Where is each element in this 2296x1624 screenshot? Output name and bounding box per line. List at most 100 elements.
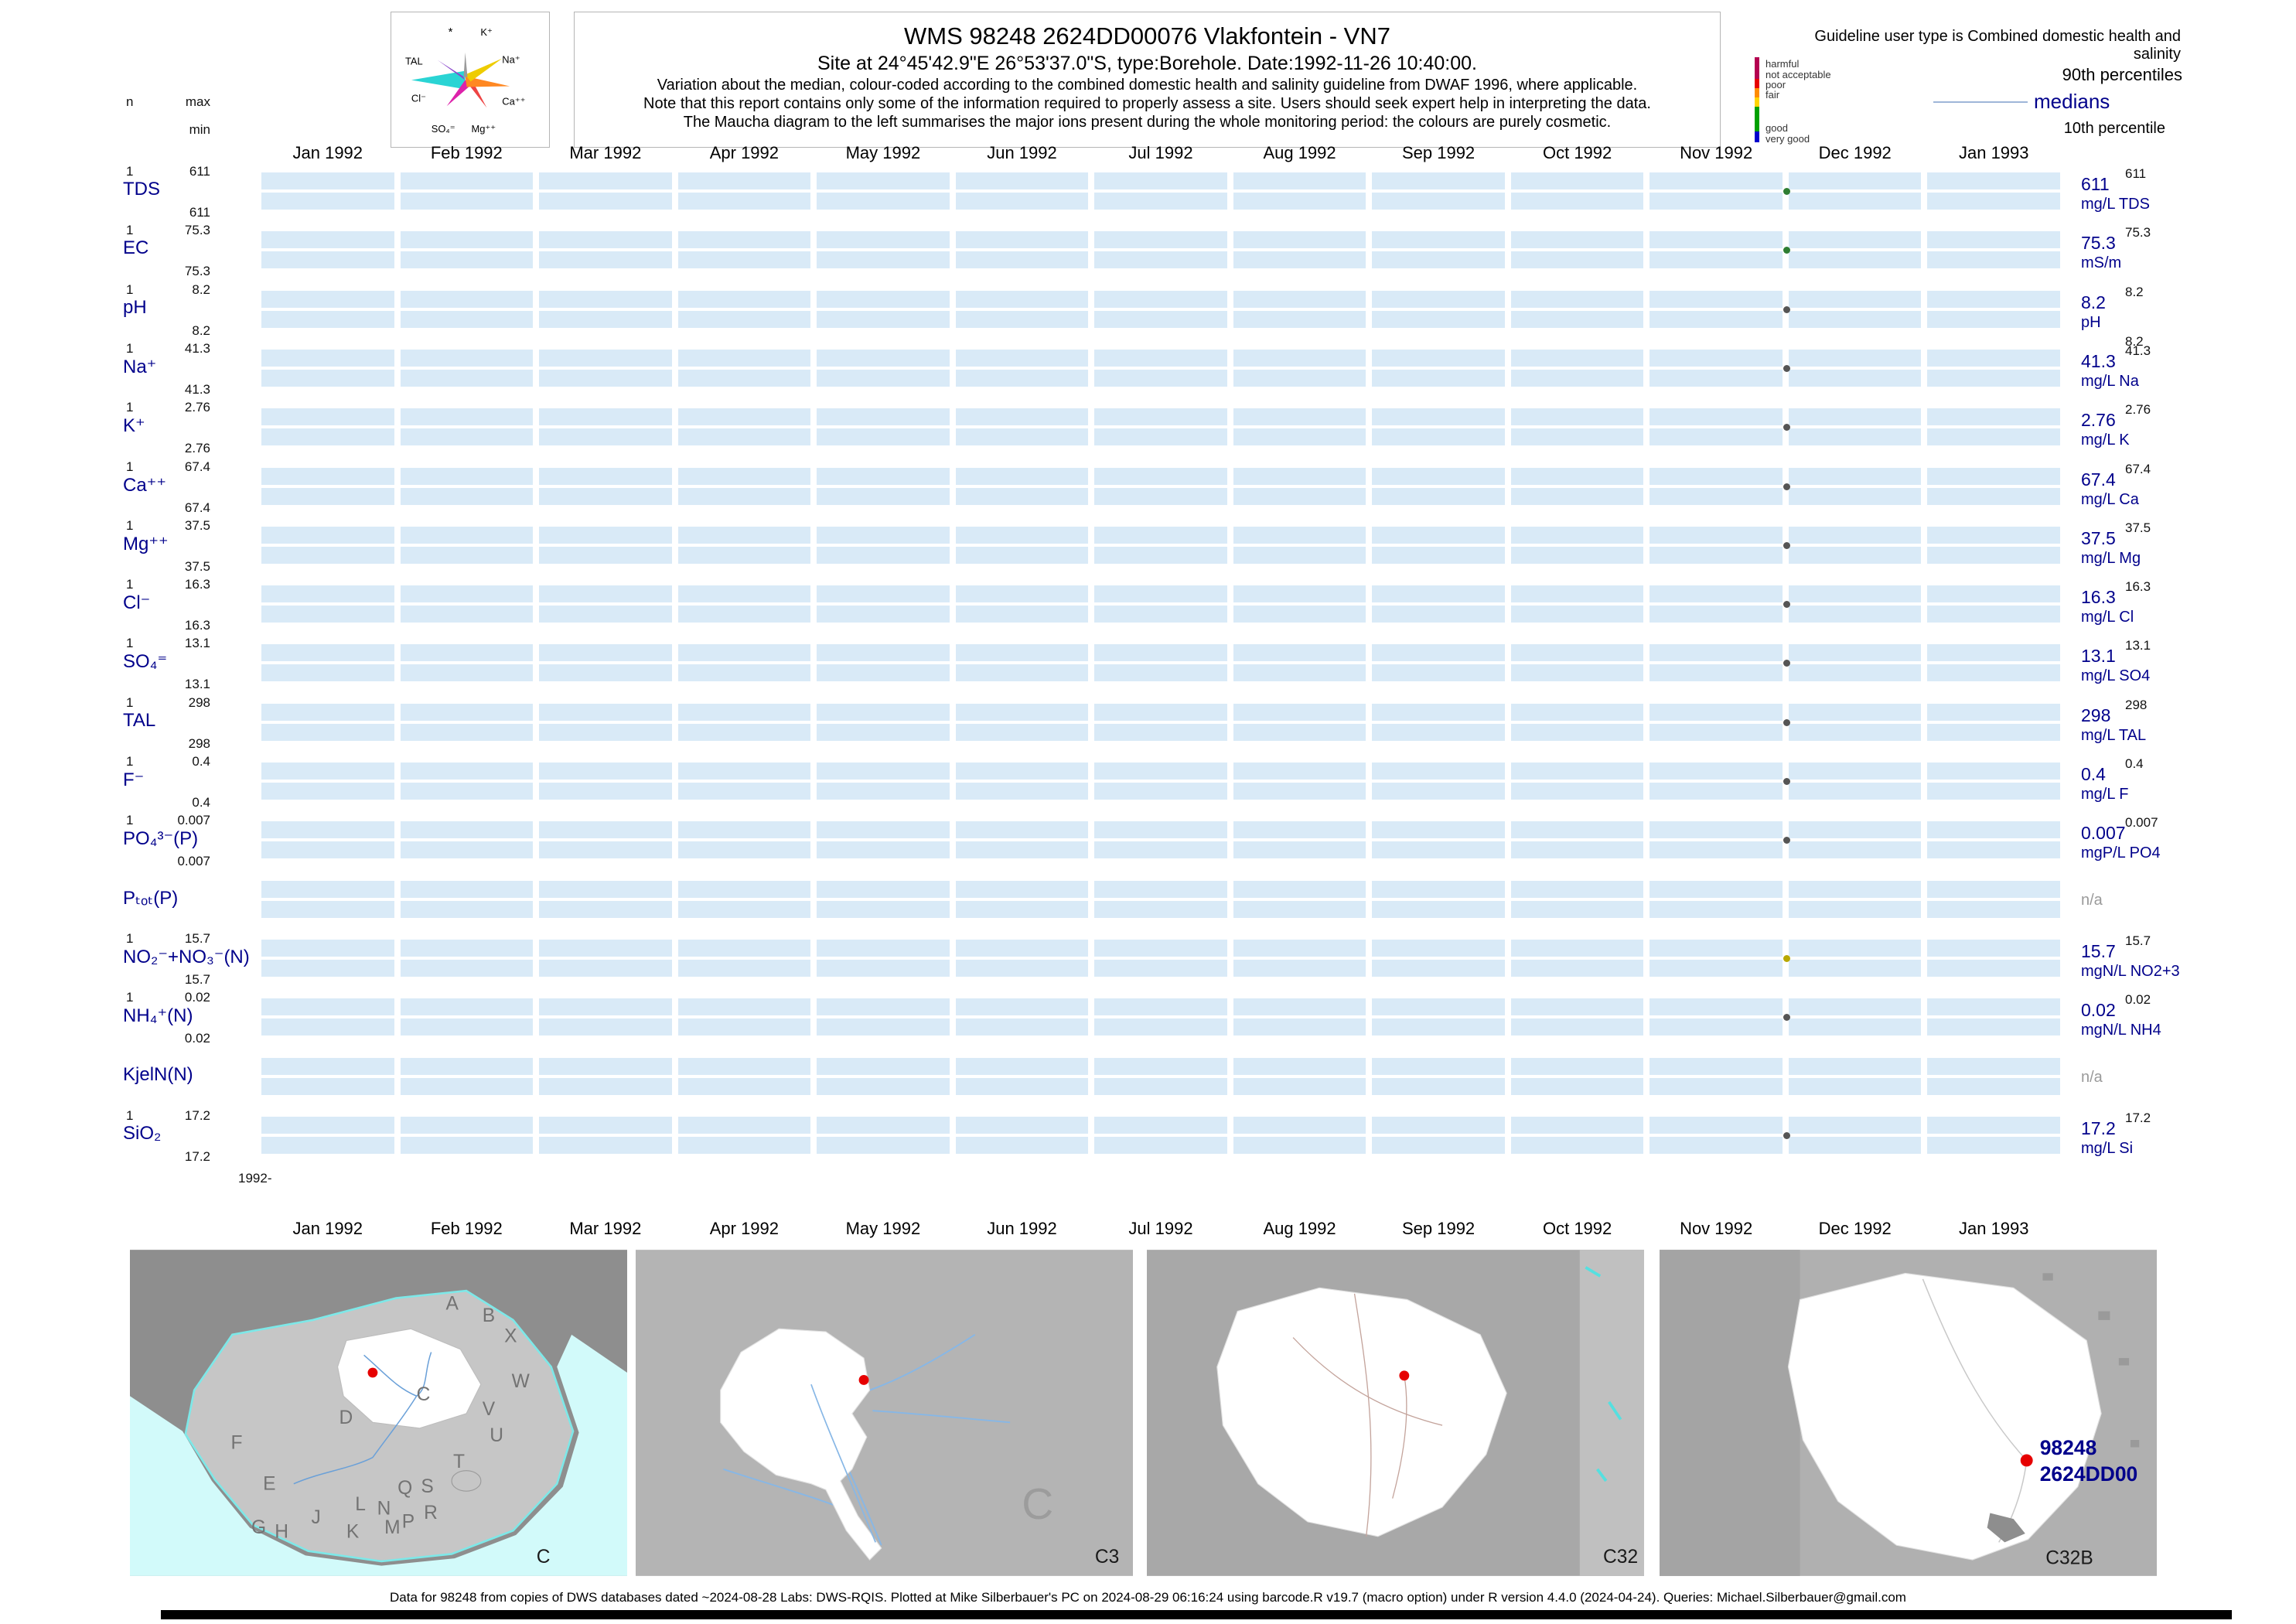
month-band — [1927, 1057, 2060, 1075]
month-band — [400, 841, 534, 859]
month-band — [817, 959, 950, 977]
footer-text: Data for 98248 from copies of DWS databa… — [390, 1590, 1906, 1605]
month-band — [539, 1136, 672, 1154]
month-band — [955, 703, 1089, 721]
month-band — [677, 783, 811, 800]
month-band — [400, 585, 534, 603]
region-letter: T — [453, 1452, 465, 1472]
month-band — [400, 664, 534, 682]
region-letter: J — [312, 1507, 321, 1528]
month-band — [817, 1018, 950, 1036]
p90-value: 8.2 — [2125, 284, 2144, 299]
map-region-c3: C C3 — [636, 1250, 1133, 1576]
month-band — [955, 193, 1089, 210]
median-value: 16.3 — [2081, 587, 2116, 608]
month-band — [677, 546, 811, 564]
data-point — [1783, 364, 1790, 372]
month-band — [261, 369, 394, 387]
unit-label: mgN/L NO2+3 — [2081, 962, 2180, 980]
month-band — [1372, 526, 1505, 544]
month-band — [1233, 310, 1366, 328]
month-band — [817, 783, 950, 800]
month-band — [261, 408, 394, 426]
month-band — [955, 998, 1089, 1016]
month-band — [539, 585, 672, 603]
month-band — [1927, 193, 2060, 210]
map-background-strip — [1660, 1250, 1800, 1576]
month-band — [400, 1116, 534, 1134]
sample-count: 1 — [126, 754, 134, 769]
month-band — [677, 1136, 811, 1154]
axis-header-n: n — [126, 94, 134, 109]
guideline-color-segment — [1755, 107, 1759, 131]
month-band — [955, 939, 1089, 957]
month-label-top: Jun 1992 — [987, 143, 1057, 162]
unit-label: mg/L TAL — [2081, 726, 2147, 744]
month-band — [261, 172, 394, 189]
month-band — [1094, 467, 1227, 485]
month-band — [955, 900, 1089, 918]
median-value: 75.3 — [2081, 233, 2116, 254]
month-band — [677, 939, 811, 957]
station-id-label: 98248 — [2040, 1436, 2097, 1459]
month-band — [1650, 487, 1783, 505]
month-band — [1650, 900, 1783, 918]
month-band — [1927, 959, 2060, 977]
month-band — [400, 821, 534, 839]
guideline-class-label: not acceptable — [1765, 69, 1831, 80]
month-band — [1788, 1136, 1922, 1154]
p10-legend-label: 10th percentile — [2063, 120, 2165, 137]
sample-count: 1 — [126, 577, 134, 592]
p90-value: 0.007 — [2125, 815, 2158, 831]
month-band — [1510, 900, 1644, 918]
p90-value: 75.3 — [2125, 225, 2151, 241]
month-band — [539, 1116, 672, 1134]
month-band — [400, 251, 534, 269]
month-band — [1372, 310, 1505, 328]
month-band — [1927, 644, 2060, 662]
max-value: 0.02 — [184, 990, 210, 1005]
month-band — [1927, 900, 2060, 918]
month-band — [1510, 546, 1644, 564]
month-band — [539, 998, 672, 1016]
month-band — [261, 526, 394, 544]
month-band — [817, 408, 950, 426]
month-band — [1372, 290, 1505, 308]
sample-count: 1 — [126, 813, 134, 828]
month-band — [261, 664, 394, 682]
month-band — [817, 546, 950, 564]
month-band — [955, 349, 1089, 367]
month-band — [955, 369, 1089, 387]
maucha-arm-k — [463, 52, 468, 77]
month-band — [1094, 1077, 1227, 1095]
month-band — [817, 231, 950, 249]
data-point — [1783, 541, 1790, 549]
min-value: 0.02 — [184, 1031, 210, 1046]
month-band — [1927, 1077, 2060, 1095]
month-band — [1233, 467, 1366, 485]
month-band — [955, 428, 1089, 446]
station-marker — [2020, 1454, 2033, 1467]
month-band — [1788, 998, 1922, 1016]
month-band — [677, 172, 811, 189]
month-band — [539, 939, 672, 957]
dam-shape — [1987, 1513, 2025, 1543]
month-band — [1927, 606, 2060, 623]
map-region-c3-svg: C C3 — [636, 1250, 1133, 1576]
month-band — [1094, 939, 1227, 957]
month-band — [1510, 251, 1644, 269]
month-band — [261, 467, 394, 485]
month-band — [400, 408, 534, 426]
month-band — [1372, 939, 1505, 957]
x-axis-start-label: 1992- — [238, 1171, 272, 1186]
big-region-letter: C — [1022, 1480, 1053, 1529]
month-band — [1233, 231, 1366, 249]
axis-header-min: min — [189, 122, 210, 137]
month-band — [1233, 290, 1366, 308]
guideline-color-segment — [1755, 79, 1759, 88]
maucha-arm-so4 — [446, 80, 472, 107]
month-band — [1233, 428, 1366, 446]
month-label-bottom: Aug 1992 — [1263, 1219, 1336, 1238]
month-band — [1650, 606, 1783, 623]
